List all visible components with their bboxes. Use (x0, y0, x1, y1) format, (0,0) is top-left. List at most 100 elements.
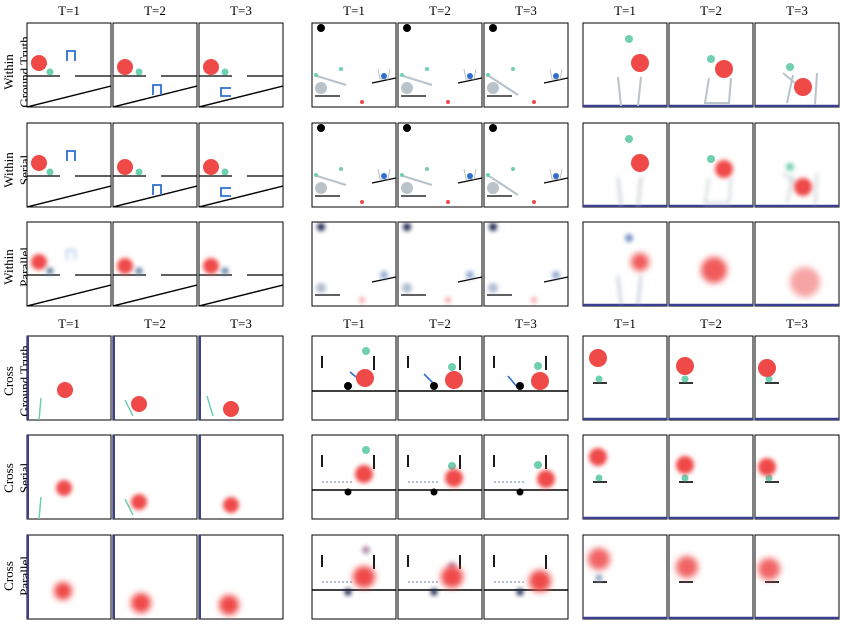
ramp-line (199, 284, 283, 306)
red-ball (589, 349, 607, 367)
panel-within-gt-scene3-t3 (754, 22, 840, 108)
red-ball (31, 55, 47, 71)
header-t3-top: T=3 (230, 3, 252, 18)
green-ball (534, 461, 542, 469)
row-label-cross-serial-line1: Cross (1, 463, 16, 493)
red-dot (360, 200, 364, 204)
row-label-within-serial-line1: Within (1, 152, 16, 188)
panel-frame (483, 434, 569, 520)
panel-frame (582, 434, 668, 520)
green-ball (625, 234, 633, 242)
green-stick (38, 397, 42, 420)
panel-cross-parallel-scene2-t1 (311, 534, 397, 620)
header-t3-top-mid: T=3 (515, 3, 537, 18)
blue-cup (220, 87, 231, 97)
header-t2-top-mid: T=2 (429, 3, 451, 18)
ramp-line (199, 185, 283, 207)
ledge-right (543, 276, 568, 283)
column-headers-bottom: T=1 T=2 T=3 T=1 T=2 T=3 T=1 T=2 T=3 (58, 316, 808, 331)
red-ball (117, 59, 133, 75)
red-ball (203, 159, 219, 175)
ledge-right (371, 77, 396, 84)
panel-frame (668, 22, 754, 108)
panel-frame (668, 534, 754, 620)
green-dot (486, 173, 490, 177)
red-ball (631, 54, 649, 72)
panel-frame (311, 335, 397, 421)
panel-frame (26, 534, 112, 620)
header-t1-bottom: T=1 (58, 316, 80, 331)
panel-frame (754, 22, 840, 108)
panel-within-gt-scene2-t2 (397, 22, 483, 108)
green-ball (362, 347, 370, 355)
green-stick (38, 496, 42, 519)
grey-container (617, 76, 642, 107)
panel-cross-parallel-scene2-t3 (483, 534, 569, 620)
ledge-right (457, 177, 482, 184)
blue-ball (380, 271, 388, 279)
green-dot-2 (511, 67, 515, 71)
black-ball (344, 588, 352, 596)
red-ball (794, 178, 812, 196)
ramp-line (113, 185, 197, 207)
ramp-line (113, 85, 197, 107)
panel-frame (397, 534, 483, 620)
green-ball (625, 35, 633, 43)
panel-within-parallel-scene3-t2 (668, 221, 754, 307)
red-ball (676, 357, 694, 375)
panel-cross-gt-scene3-t2 (668, 335, 754, 421)
green-dot (400, 73, 404, 77)
panel-cross-gt-scene2-t3 (483, 335, 569, 421)
header-t2-top-right: T=2 (700, 3, 722, 18)
panel-frame (397, 22, 483, 108)
panel-frame (198, 335, 284, 421)
black-ball (489, 124, 497, 132)
green-ball (786, 163, 794, 171)
black-ball (516, 488, 524, 496)
panel-within-serial-scene3-t2 (668, 122, 754, 208)
panel-cross-gt-scene2-t2 (397, 335, 483, 421)
blue-cup (66, 150, 76, 161)
green-ball (46, 68, 54, 76)
panel-within-serial-scene2-t2 (397, 122, 483, 208)
red-ball (353, 566, 375, 588)
panel-cross-serial-scene2-t1 (311, 434, 397, 520)
green-ball (707, 155, 715, 163)
panel-within-parallel-scene2-t2 (397, 221, 483, 307)
black-ball (489, 223, 497, 231)
ramp-line (27, 85, 111, 107)
header-t3-top-right: T=3 (786, 3, 808, 18)
header-t3-bottom-mid: T=3 (515, 316, 537, 331)
green-ball (625, 135, 633, 143)
green-ball (595, 474, 603, 482)
blue-cup (152, 184, 162, 195)
panel-cross-serial-scene3-t2 (668, 434, 754, 520)
panel-frame (668, 122, 754, 208)
row-label-cross-gt-line1: Cross (1, 366, 16, 396)
blue-ball (467, 173, 473, 179)
panel-frame (668, 434, 754, 520)
blue-ball (381, 173, 387, 179)
red-ball (589, 448, 607, 466)
panel-within-gt-scene3-t2 (668, 22, 754, 108)
red-ball (631, 154, 649, 172)
green-ball (765, 375, 773, 383)
black-ball (430, 588, 438, 596)
black-ball (403, 223, 411, 231)
black-ball (516, 382, 524, 390)
red-ball (117, 159, 133, 175)
panel-cross-gt-scene1-t2 (112, 335, 198, 421)
panel-cross-gt-scene2-t1 (311, 335, 397, 421)
black-ball (344, 488, 352, 496)
ledge-right (371, 177, 396, 184)
black-ball (403, 24, 411, 32)
panel-frame (311, 122, 397, 208)
panel-within-parallel-scene1-t3 (198, 221, 284, 307)
red-ball (758, 458, 776, 476)
panel-cross-parallel-scene3-t1 (582, 534, 668, 620)
panel-cross-serial-scene1-t2 (112, 434, 198, 520)
grey-container (617, 275, 642, 306)
red-ball (701, 257, 727, 283)
green-dot-2 (339, 67, 343, 71)
panel-frame (198, 434, 284, 520)
